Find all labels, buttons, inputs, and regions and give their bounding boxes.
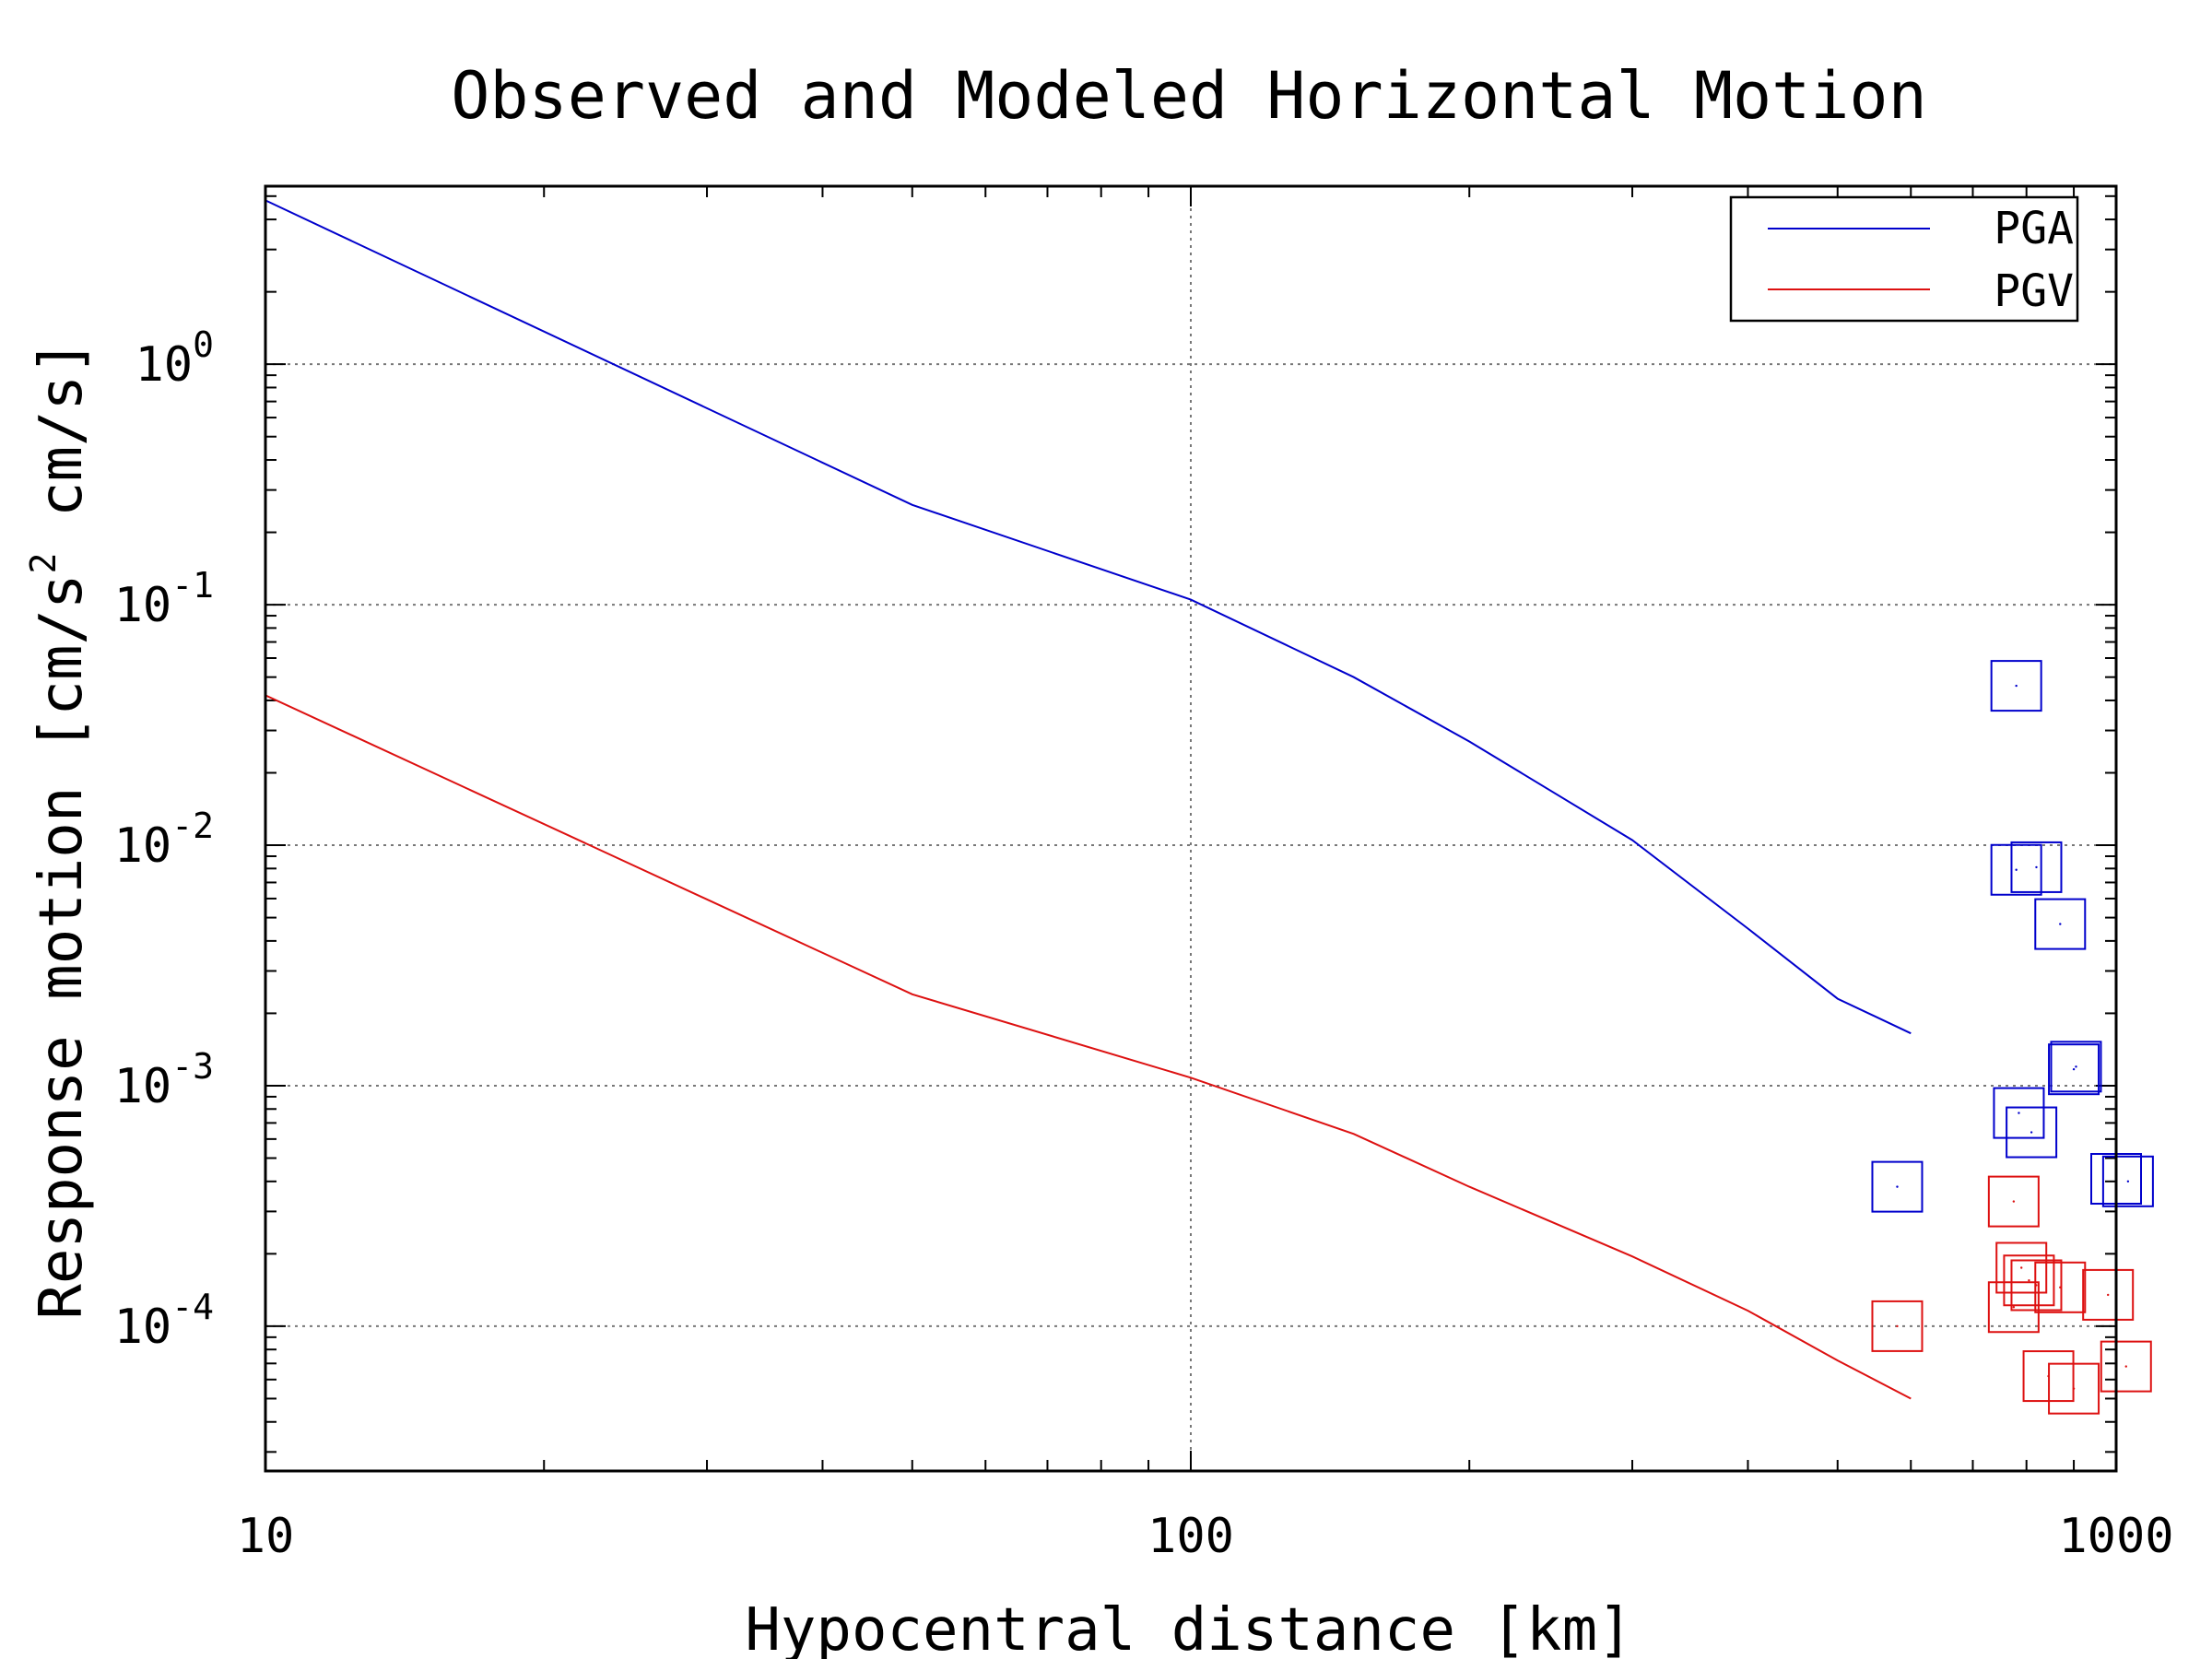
data-marker-center-dot — [2126, 1180, 2130, 1183]
y-tick-label-exponent: -3 — [171, 1046, 214, 1087]
data-marker-pga-observed — [1993, 1087, 2045, 1139]
data-marker-center-dot — [2059, 923, 2062, 925]
data-marker-center-dot — [2030, 1131, 2033, 1134]
data-marker-pga-observed — [2050, 1041, 2102, 1093]
y-tick-label-base: 10 — [114, 818, 172, 874]
data-marker-center-dot — [2015, 684, 2018, 688]
data-marker-center-dot — [2012, 1306, 2016, 1309]
grid-lines — [265, 186, 2116, 1471]
y-axis-label-part-1: Response motion [cm/s — [28, 573, 96, 1319]
data-marker-center-dot — [2059, 1286, 2062, 1288]
data-marker-center-dot — [2075, 1065, 2077, 1068]
data-marker-center-dot — [2035, 865, 2038, 869]
data-marker-pgv-observed — [1995, 1241, 2048, 1294]
data-marker-pga-observed — [2010, 841, 2063, 893]
data-marker-center-dot — [2028, 1279, 2030, 1282]
data-marker-center-dot — [2018, 1112, 2020, 1114]
x-tick-label: 10 — [237, 1509, 295, 1564]
observed-markers — [1871, 660, 2154, 1415]
data-marker-pgv-observed — [1987, 1175, 2040, 1228]
data-marker-pgv-observed — [2003, 1254, 2055, 1307]
legend: PGA PGV — [1729, 195, 2079, 323]
x-tick-labels: 10 100 1000 — [237, 1509, 2174, 1564]
legend-label-pga: PGA — [1994, 203, 2074, 254]
y-tick-label: 10-1 — [114, 565, 214, 633]
x-tick-label: 100 — [1147, 1509, 1234, 1564]
data-marker-center-dot — [1896, 1324, 1899, 1328]
y-tick-label-base: 10 — [114, 578, 172, 633]
y-tick-label-base: 10 — [135, 337, 193, 393]
data-marker-pgv-observed — [2034, 1261, 2087, 1313]
data-marker-pga-observed — [1990, 843, 2042, 896]
plot-frame — [264, 184, 2118, 1473]
data-marker-center-dot — [2072, 1387, 2076, 1390]
data-marker-pga-observed — [2006, 1106, 2058, 1159]
legend-box — [1729, 195, 2079, 323]
data-marker-pga-observed — [2048, 1043, 2100, 1096]
y-tick-label-base: 10 — [114, 1059, 172, 1114]
data-marker-center-dot — [2015, 868, 2018, 871]
data-marker-pga-observed — [2034, 898, 2087, 950]
data-marker-pgv-observed — [1871, 1300, 1924, 1352]
x-axis-label: Hypocentral distance [km] — [745, 1596, 1632, 1659]
data-marker-pgv-observed — [2082, 1268, 2135, 1321]
y-tick-label-exponent: 0 — [193, 324, 214, 365]
data-marker-pga-observed — [1990, 660, 2042, 712]
series-line-pgv — [265, 694, 1912, 1400]
data-marker-pgv-observed — [2100, 1340, 2152, 1393]
series-line-pga — [265, 199, 1912, 1035]
x-tick-label: 1000 — [2058, 1509, 2173, 1564]
data-marker-pga-observed — [1871, 1160, 1924, 1213]
y-axis-label: Response motion [cm/s2 cm/s] — [23, 339, 96, 1319]
data-marker-center-dot — [2124, 1365, 2127, 1368]
data-marker-pgv-observed — [2048, 1362, 2100, 1415]
data-marker-center-dot — [2012, 1200, 2016, 1203]
y-tick-label-exponent: -1 — [171, 565, 214, 606]
y-tick-label-base: 10 — [114, 1300, 172, 1355]
y-tick-label-exponent: -2 — [171, 806, 214, 846]
data-marker-pga-observed — [2101, 1155, 2154, 1207]
y-tick-label-exponent: -4 — [171, 1287, 214, 1327]
y-axis-label-part-2: cm/s] — [28, 339, 96, 552]
chart-title: Observed and Modeled Horizontal Motion — [451, 58, 1926, 134]
data-marker-center-dot — [2020, 1266, 2023, 1269]
series-lines — [265, 199, 1912, 1400]
data-marker-center-dot — [2106, 1293, 2110, 1297]
data-marker-pgv-observed — [1987, 1281, 2040, 1334]
y-tick-label: 100 — [135, 324, 214, 393]
y-tick-label: 10-2 — [114, 806, 214, 874]
y-tick-label: 10-3 — [114, 1046, 214, 1114]
y-axis-label-superscript: 2 — [23, 553, 64, 574]
data-marker-center-dot — [1896, 1185, 1899, 1188]
y-tick-label: 10-4 — [114, 1287, 214, 1355]
data-marker-center-dot — [2072, 1067, 2076, 1071]
data-marker-pgv-observed — [2010, 1259, 2063, 1312]
legend-label-pgv: PGV — [1994, 265, 2074, 317]
